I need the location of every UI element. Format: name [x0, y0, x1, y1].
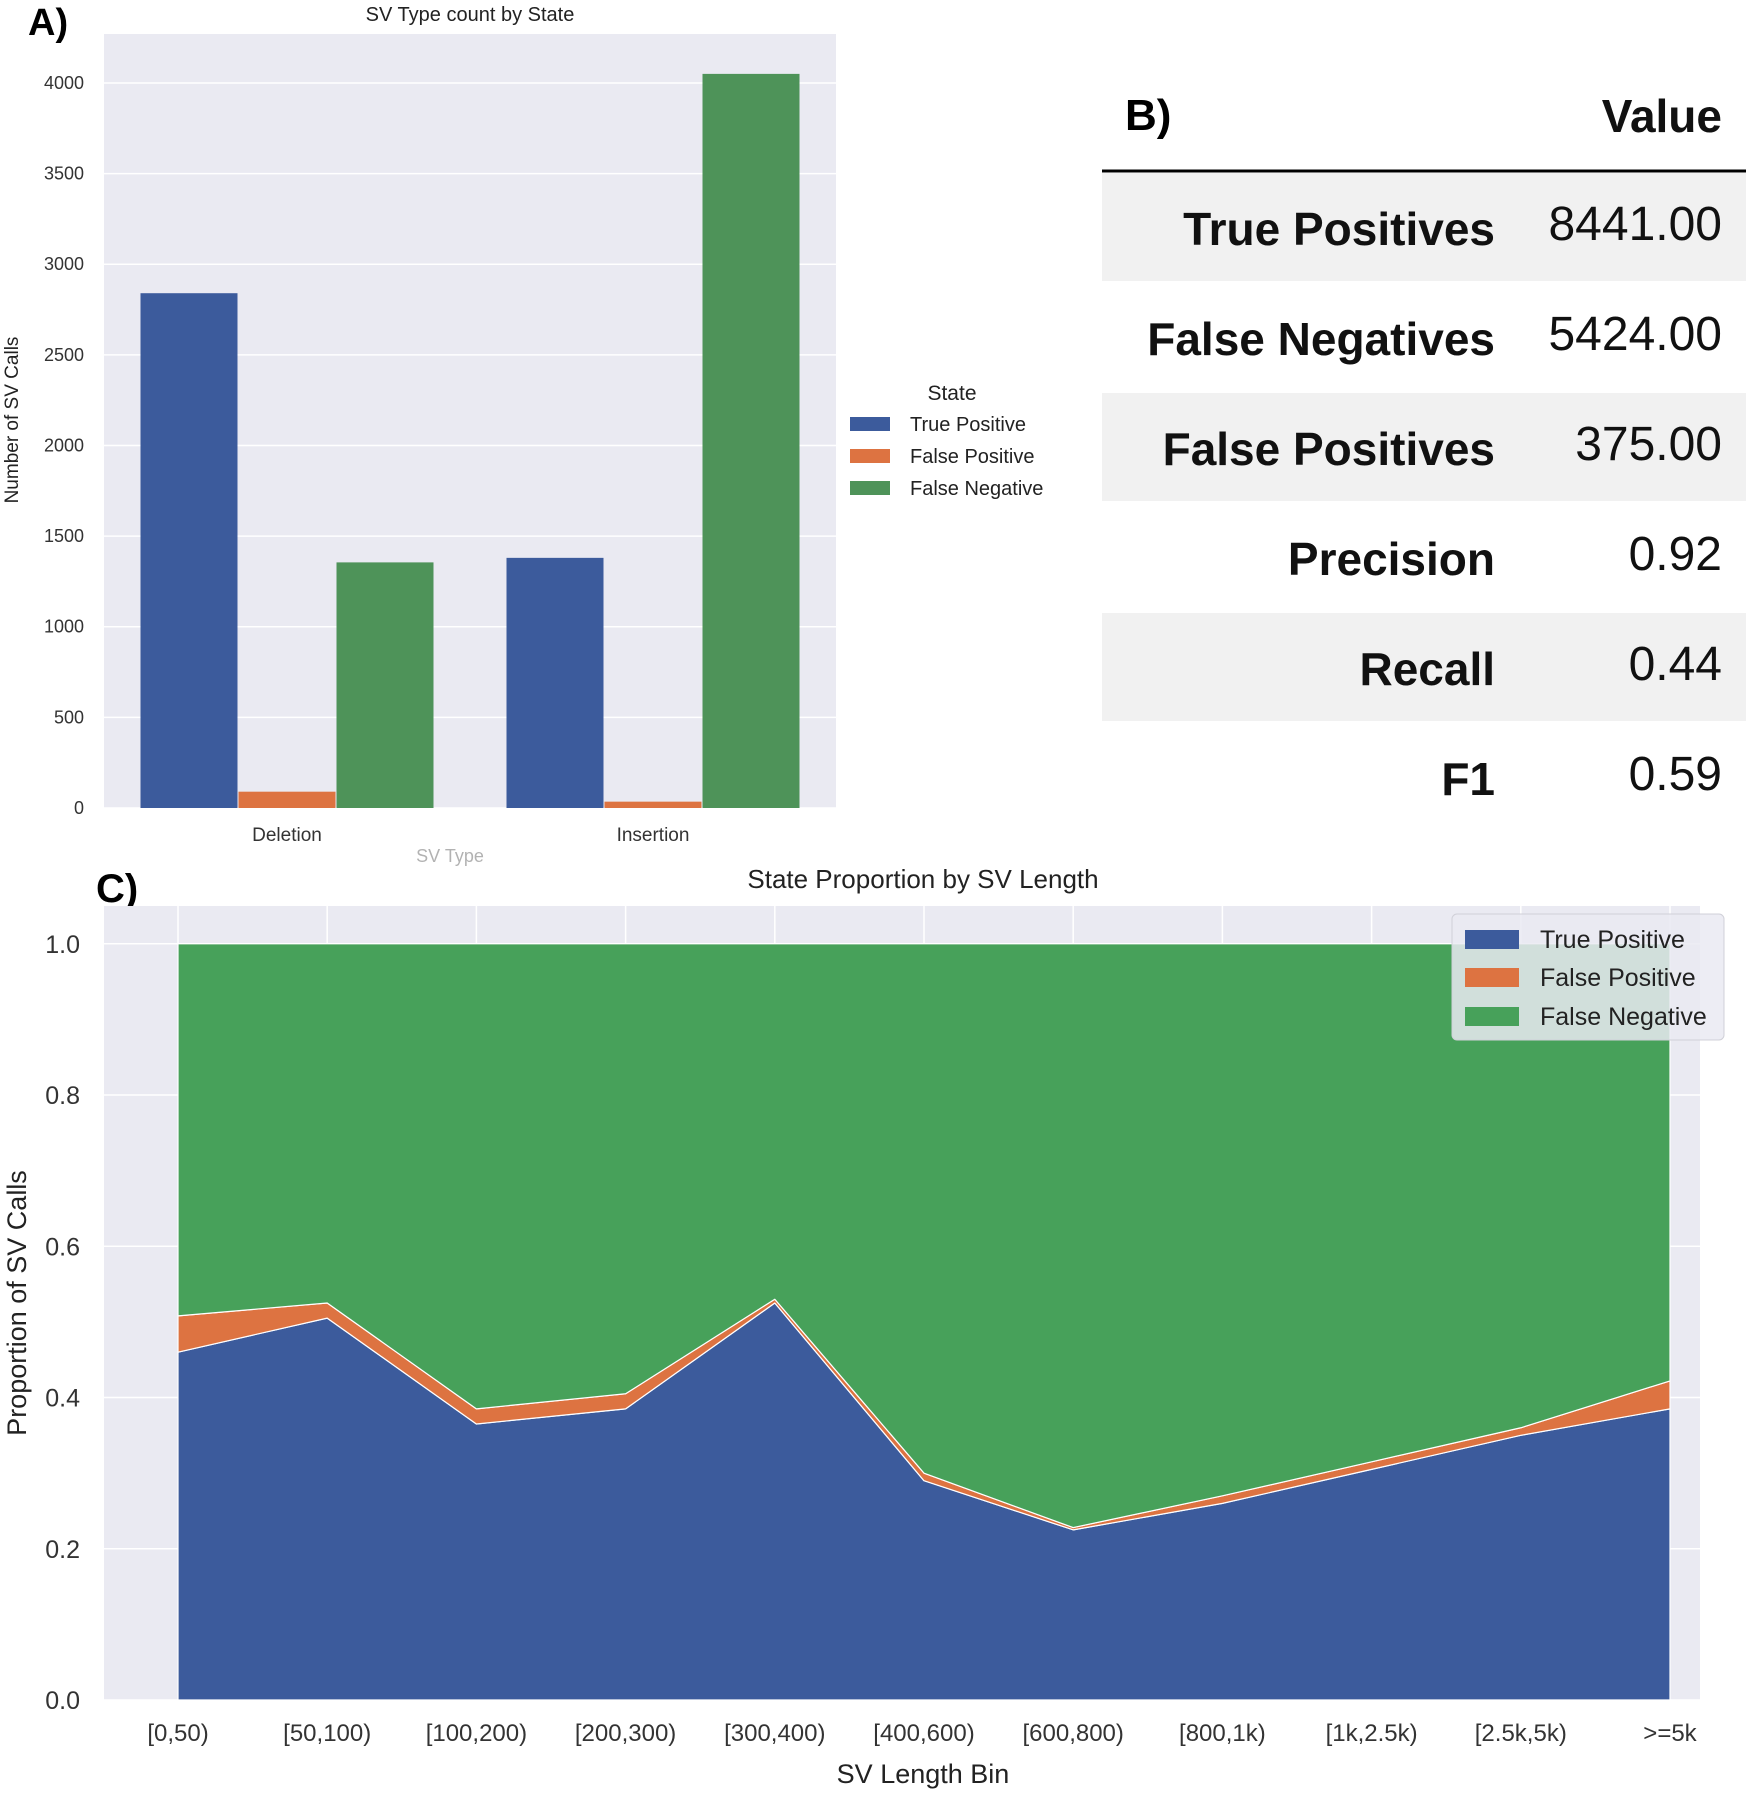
bar-insertion-false-positive: [604, 801, 702, 808]
table-row: Recall 0.44: [1359, 638, 1722, 695]
panel-a-legend: State True Positive False Positive False…: [850, 382, 1043, 500]
panel-c-areas: [177, 943, 1671, 1701]
panel-a-y-tick-label: 500: [54, 707, 84, 727]
panel-c-y-tick-label: 0.8: [45, 1082, 80, 1110]
panel-b-metrics-table: B) Value True Positives 8441.00 False Ne…: [1102, 90, 1746, 805]
panel-a-y-ticks: 0 500 1000 1500 2000 2500 3000 3500 4000: [44, 73, 84, 818]
panel-a-x-ticks: Deletion Insertion: [252, 825, 689, 846]
panel-a-legend-title: State: [927, 382, 976, 405]
legend-c-swatch-true-positive: [1465, 930, 1519, 949]
panel-c-x-tick-label: [50,100): [283, 1720, 371, 1747]
panel-c-legend: True Positive False Positive False Negat…: [1451, 913, 1725, 1041]
table-row-band-5: [1102, 613, 1746, 721]
panel-b-label: B): [1125, 91, 1171, 140]
panel-c-x-ticks: [0,50) [50,100) [100,200) [200,300) [300,400…: [147, 1720, 1697, 1747]
panel-c-y-tick-label: 0.4: [45, 1385, 80, 1413]
panel-a-title: SV Type count by State: [366, 4, 575, 26]
panel-a-y-tick-label: 3500: [44, 164, 84, 184]
panel-c-x-tick-label: [800,1k): [1179, 1720, 1266, 1747]
table-row-label: True Positives: [1183, 203, 1495, 255]
bar-insertion-false-negative: [702, 73, 800, 808]
panel-c-x-tick-label: [1k,2.5k): [1326, 1720, 1418, 1747]
panel-c-x-tick-label: [100,200): [426, 1720, 527, 1747]
legend-c-label-true-positive: True Positive: [1540, 926, 1685, 954]
table-row-band-1: [1102, 173, 1746, 281]
table-row-value: 375.00: [1575, 418, 1722, 471]
panel-c-y-tick-label: 0.2: [45, 1536, 80, 1564]
panel-c-label: C): [96, 867, 138, 911]
table-row-value: 0.44: [1629, 638, 1722, 691]
legend-a-swatch-false-negative: [850, 481, 890, 495]
legend-a-label-false-negative: False Negative: [910, 478, 1043, 500]
panel-c-x-tick-label: >=5k: [1643, 1720, 1697, 1747]
panel-a-y-axis-label: Number of SV Calls: [2, 337, 23, 504]
panel-c-x-axis-label: SV Length Bin: [837, 1759, 1010, 1789]
bar-deletion-false-negative: [336, 562, 434, 808]
panel-a-label: A): [28, 2, 68, 44]
panel-a-bar-chart: A) 0 500 1000 1500 2000 2500 3000 3500 4000 Dele…: [2, 2, 1043, 866]
legend-a-swatch-true-positive: [850, 417, 890, 431]
table-row-label: Recall: [1359, 643, 1495, 695]
panel-a-y-tick-label: 1500: [44, 526, 84, 546]
table-row-label: False Positives: [1163, 423, 1495, 475]
panel-a-y-tick-label: 0: [74, 798, 84, 818]
table-row-label: F1: [1441, 753, 1495, 805]
panel-c-area-chart: C) State Proportion by SV Length 0.00.20…: [2, 864, 1725, 1789]
legend-a-swatch-false-positive: [850, 449, 890, 463]
panel-a-x-tick-label: Deletion: [252, 825, 322, 846]
panel-c-title: State Proportion by SV Length: [747, 864, 1098, 894]
legend-c-swatch-false-negative: [1465, 1007, 1519, 1026]
panel-c-x-tick-label: [200,300): [575, 1720, 676, 1747]
panel-a-y-tick-label: 1000: [44, 617, 84, 637]
panel-c-y-tick-label: 0.6: [45, 1233, 80, 1261]
bar-deletion-false-positive: [238, 791, 336, 808]
table-row: Precision 0.92: [1288, 528, 1722, 585]
panel-c-y-axis-label: Proportion of SV Calls: [2, 1170, 32, 1436]
panel-a-y-tick-label: 2000: [44, 435, 84, 455]
table-row-value: 8441.00: [1548, 198, 1722, 251]
legend-a-label-true-positive: True Positive: [910, 414, 1026, 436]
panel-c-y-tick-label: 1.0: [45, 931, 80, 959]
panel-a-y-tick-label: 2500: [44, 345, 84, 365]
table-row-label: False Negatives: [1147, 313, 1495, 365]
table-row-value: 0.92: [1629, 528, 1722, 581]
bar-insertion-true-positive: [506, 557, 604, 808]
panel-a-x-axis-label: SV Type: [416, 846, 484, 866]
panel-c-vertical-gridlines: [177, 906, 1671, 944]
table-row: False Negatives 5424.00: [1147, 308, 1722, 365]
panel-c-x-tick-label: [2.5k,5k): [1475, 1720, 1567, 1747]
table-row: F1 0.59: [1441, 748, 1722, 805]
legend-c-label-false-negative: False Negative: [1540, 1003, 1707, 1031]
panel-a-y-tick-label: 3000: [44, 254, 84, 274]
table-row-value: 0.59: [1629, 748, 1722, 801]
panel-c-y-tick-label: 0.0: [45, 1687, 80, 1715]
table-header-value: Value: [1602, 90, 1722, 142]
table-row: False Positives 375.00: [1163, 418, 1722, 475]
table-row-value: 5424.00: [1548, 308, 1722, 361]
legend-c-label-false-positive: False Positive: [1540, 964, 1696, 992]
panel-c-x-tick-label: [400,600): [873, 1720, 974, 1747]
area-false-negative: [177, 943, 1671, 1529]
legend-a-label-false-positive: False Positive: [910, 446, 1035, 468]
table-row: True Positives 8441.00: [1183, 198, 1722, 255]
panel-c-y-ticks: 0.0 0.2 0.4 0.6 0.8 1.0: [45, 931, 80, 1715]
panel-c-x-tick-label: [0,50): [147, 1720, 208, 1747]
panel-c-legend-frame: [1451, 913, 1725, 1041]
panel-c-x-tick-label: [300,400): [724, 1720, 825, 1747]
panel-a-y-tick-label: 4000: [44, 73, 84, 93]
panel-c-x-tick-label: [600,800): [1022, 1720, 1123, 1747]
panel-a-bars: [140, 73, 800, 808]
bar-deletion-true-positive: [140, 293, 238, 808]
table-row-band-3: [1102, 393, 1746, 501]
legend-c-swatch-false-positive: [1465, 968, 1519, 987]
panel-a-x-tick-label: Insertion: [617, 825, 690, 846]
table-row-label: Precision: [1288, 533, 1495, 585]
